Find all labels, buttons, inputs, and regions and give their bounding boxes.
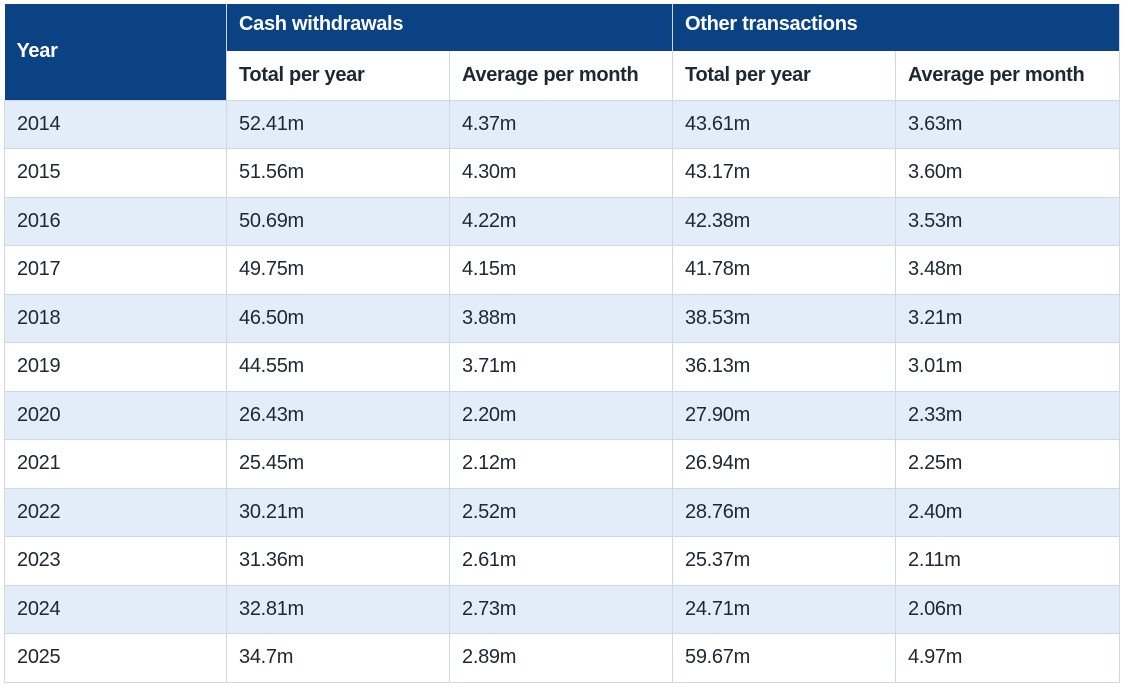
year-cell: 2025 [4,633,227,683]
other-total-per-year-header: Total per year [672,51,897,101]
cash-average-cell: 3.88m [449,294,674,343]
table-row: 2020 26.43m 2.20m 27.90m 2.33m [4,391,1121,440]
table-row: 2015 51.56m 4.30m 43.17m 3.60m [4,148,1121,198]
cash-average-cell: 4.15m [449,245,674,295]
other-total-cell: 26.94m [672,439,897,489]
year-cell: 2023 [4,536,227,586]
cash-average-cell: 4.22m [449,197,674,246]
cash-total-cell: 30.21m [226,488,450,537]
year-cell: 2016 [4,197,227,246]
cash-total-cell: 44.55m [226,342,450,392]
other-total-cell: 43.61m [672,100,897,149]
other-total-cell: 42.38m [672,197,897,246]
other-average-cell: 2.40m [895,488,1121,537]
other-total-cell: 25.37m [672,536,897,586]
other-average-cell: 3.21m [895,294,1121,343]
year-cell: 2020 [4,391,227,440]
cash-total-cell: 49.75m [226,245,450,295]
other-average-cell: 3.60m [895,148,1121,198]
other-transactions-group-header: Other transactions [672,4,1121,51]
year-cell: 2017 [4,245,227,295]
cash-average-cell: 4.30m [449,148,674,198]
table-row: 2016 50.69m 4.22m 42.38m 3.53m [4,197,1121,246]
year-column-header: Year [4,4,227,101]
other-total-cell: 28.76m [672,488,897,537]
other-average-cell: 3.53m [895,197,1121,246]
cash-total-cell: 34.7m [226,633,450,683]
transactions-table: Year Cash withdrawals Other transactions… [4,4,1121,683]
other-average-cell: 2.33m [895,391,1121,440]
year-cell: 2022 [4,488,227,537]
cash-total-cell: 25.45m [226,439,450,489]
cash-average-cell: 2.12m [449,439,674,489]
other-total-cell: 36.13m [672,342,897,392]
cash-average-per-month-header: Average per month [449,51,674,101]
cash-total-cell: 52.41m [226,100,450,149]
year-cell: 2021 [4,439,227,489]
cash-total-cell: 50.69m [226,197,450,246]
cash-total-per-year-header: Total per year [226,51,450,101]
cash-average-cell: 4.37m [449,100,674,149]
header-subcolumn-row: Total per year Average per month Total p… [5,51,1121,101]
year-cell: 2015 [4,148,227,198]
table-row: 2017 49.75m 4.15m 41.78m 3.48m [4,245,1121,295]
other-average-cell: 3.01m [895,342,1121,392]
cash-average-cell: 2.52m [449,488,674,537]
other-total-cell: 38.53m [672,294,897,343]
other-average-cell: 4.97m [895,633,1121,683]
table-header: Year Cash withdrawals Other transactions… [4,4,1121,101]
header-group-row: Year Cash withdrawals Other transactions [4,4,1121,101]
table-container: Year Cash withdrawals Other transactions… [4,4,1121,683]
cash-average-cell: 2.61m [449,536,674,586]
table-row: 2014 52.41m 4.37m 43.61m 3.63m [4,100,1121,149]
cash-total-cell: 32.81m [226,585,450,634]
cash-average-cell: 2.89m [449,633,674,683]
other-average-cell: 3.63m [895,100,1121,149]
other-total-cell: 24.71m [672,585,897,634]
other-average-cell: 3.48m [895,245,1121,295]
other-average-cell: 2.06m [895,585,1121,634]
year-cell: 2024 [4,585,227,634]
table-row: 2024 32.81m 2.73m 24.71m 2.06m [4,585,1121,634]
cash-total-cell: 51.56m [226,148,450,198]
cash-withdrawals-group-header: Cash withdrawals [226,4,674,51]
table-row: 2022 30.21m 2.52m 28.76m 2.40m [4,488,1121,537]
year-cell: 2014 [4,100,227,149]
cash-average-cell: 2.73m [449,585,674,634]
other-total-cell: 41.78m [672,245,897,295]
table-row: 2019 44.55m 3.71m 36.13m 3.01m [4,342,1121,392]
cash-total-cell: 26.43m [226,391,450,440]
other-average-cell: 2.25m [895,439,1121,489]
table-row: 2021 25.45m 2.12m 26.94m 2.25m [4,439,1121,489]
other-average-cell: 2.11m [895,536,1121,586]
table-body: 2014 52.41m 4.37m 43.61m 3.63m 2015 51.56m 4.30… [4,100,1121,683]
table-row: 2023 31.36m 2.61m 25.37m 2.11m [4,536,1121,586]
other-total-cell: 59.67m [672,633,897,683]
cash-average-cell: 3.71m [449,342,674,392]
cash-total-cell: 46.50m [226,294,450,343]
cash-total-cell: 31.36m [226,536,450,586]
other-total-cell: 43.17m [672,148,897,198]
cash-average-cell: 2.20m [449,391,674,440]
year-cell: 2019 [4,342,227,392]
other-total-cell: 27.90m [672,391,897,440]
table-row: 2018 46.50m 3.88m 38.53m 3.21m [4,294,1121,343]
table-row: 2025 34.7m 2.89m 59.67m 4.97m [4,633,1121,683]
other-average-per-month-header: Average per month [895,51,1121,101]
year-cell: 2018 [4,294,227,343]
